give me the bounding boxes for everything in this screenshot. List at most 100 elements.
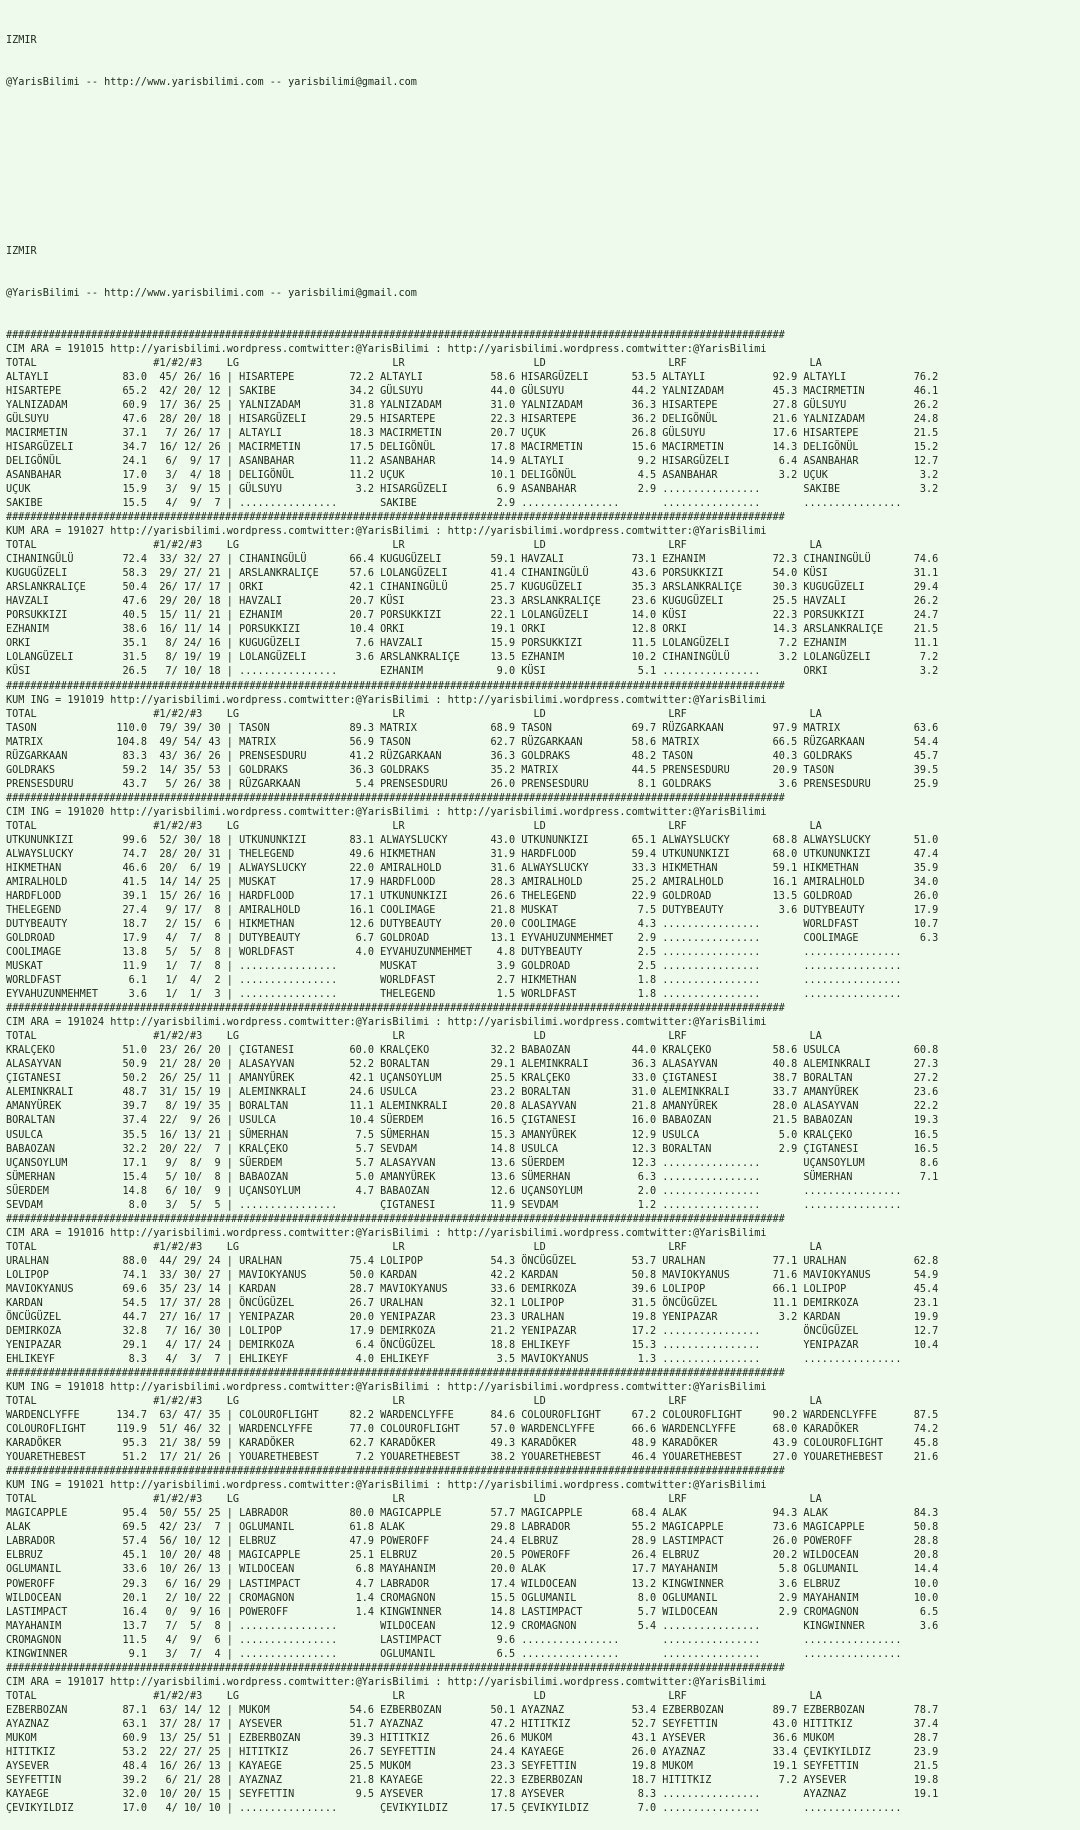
- data-row: KRALÇEKO 51.0 23/ 26/ 20 | ÇIGTANESI 60.…: [6, 1045, 939, 1057]
- data-row: LABRADOR 57.4 56/ 10/ 12 | ELBRUZ 47.9 P…: [6, 1536, 939, 1548]
- data-row: OGLUMANIL 33.6 10/ 26/ 13 | WILDOCEAN 6.…: [6, 1564, 939, 1576]
- data-row: LOLANGÜZELI 31.5 8/ 19/ 19 | LOLANGÜZELI…: [6, 652, 939, 664]
- data-row: YOUARETHEBEST 51.2 17/ 21/ 26 | YOUARETH…: [6, 1452, 939, 1464]
- data-row: YALNIZADAM 60.9 17/ 36/ 25 | YALNIZADAM …: [6, 399, 939, 411]
- data-row: DEMIRKOZA 32.8 7/ 16/ 30 | LOLIPOP 17.9 …: [6, 1325, 939, 1337]
- data-row: HARDFLOOD 39.1 15/ 26/ 16 | HARDFLOOD 17…: [6, 890, 939, 902]
- data-row: SEVDAM 8.0 3/ 5/ 5 | ................ ÇI…: [6, 1199, 902, 1211]
- data-row: ALASAYVAN 50.9 21/ 28/ 20 | ALASAYVAN 52…: [6, 1059, 939, 1071]
- data-row: KÜSI 26.5 7/ 10/ 18 | ................ E…: [6, 666, 939, 678]
- data-row: AMIRALHOLD 41.5 14/ 14/ 25 | MUSKAT 17.9…: [6, 876, 939, 888]
- data-row: USULCA 35.5 16/ 13/ 21 | SÜMERHAN 7.5 SÜ…: [6, 1129, 939, 1141]
- data-row: UÇUK 15.9 3/ 9/ 15 | GÜLSUYU 3.2 HISARGÜ…: [6, 484, 939, 496]
- data-row: CIHANINGÜLÜ 72.4 33/ 32/ 27 | CIHANINGÜL…: [6, 554, 939, 566]
- data-row: KARDAN 54.5 17/ 37/ 28 | ÖNCÜGÜZEL 26.7 …: [6, 1297, 939, 1309]
- header-contact-repeat: @YarisBilimi -- http://www.yarisbilimi.c…: [6, 287, 417, 299]
- data-row: WORLDFAST 6.1 1/ 4/ 2 | ................…: [6, 975, 902, 987]
- block-separator: ########################################…: [6, 680, 785, 692]
- data-row: ORKI 35.1 8/ 24/ 16 | KUGUGÜZELI 7.6 HAV…: [6, 638, 939, 650]
- data-row: MAYAHANIM 13.7 7/ 5/ 8 | ...............…: [6, 1620, 939, 1632]
- data-row: EZBERBOZAN 87.1 63/ 14/ 12 | MUKOM 54.6 …: [6, 1704, 939, 1716]
- column-header-5: TOTAL #1/#2/#3 LG LR LD LRF LA: [6, 1241, 822, 1253]
- block-separator: ########################################…: [6, 512, 785, 524]
- data-row: HISARGÜZELI 34.7 16/ 12/ 26 | MACIRMETIN…: [6, 441, 939, 453]
- column-header-1: TOTAL #1/#2/#3 LG LR LD LRF LA: [6, 540, 822, 552]
- data-row: DUTYBEAUTY 18.7 2/ 15/ 6 | HIKMETHAN 12.…: [6, 919, 939, 931]
- header-city-repeat: IZMIR: [6, 245, 37, 257]
- data-row: SÜMERHAN 15.4 5/ 10/ 8 | BABAOZAN 5.0 AM…: [6, 1171, 939, 1183]
- data-row: TASON 110.0 79/ 39/ 30 | TASON 89.3 MATR…: [6, 722, 939, 734]
- data-row: AMANYÜREK 39.7 8/ 19/ 35 | BORALTAN 11.1…: [6, 1101, 939, 1113]
- data-row: ÖNCÜGÜZEL 44.7 27/ 16/ 17 | YENIPAZAR 20…: [6, 1311, 939, 1323]
- block-title-1: KUM ARA = 191027 http://yarisbilimi.word…: [6, 526, 767, 538]
- data-row: SAKIBE 15.5 4/ 9/ 7 | ................ S…: [6, 498, 902, 510]
- block-separator: ########################################…: [6, 1662, 785, 1674]
- block-separator: ########################################…: [6, 792, 785, 804]
- data-row: SÜERDEM 14.8 6/ 10/ 9 | UÇANSOYLUM 4.7 B…: [6, 1185, 902, 1197]
- data-row: GOLDROAD 17.9 4/ 7/ 8 | DUTYBEAUTY 6.7 G…: [6, 933, 939, 945]
- block-title-8: CIM ARA = 191017 http://yarisbilimi.word…: [6, 1676, 767, 1688]
- data-row: MAGICAPPLE 95.4 50/ 55/ 25 | LABRADOR 80…: [6, 1508, 939, 1520]
- data-row: WILDOCEAN 20.1 2/ 10/ 22 | CROMAGNON 1.4…: [6, 1592, 939, 1604]
- data-row: KAYAEGE 32.0 10/ 20/ 15 | SEYFETTIN 9.5 …: [6, 1788, 939, 1800]
- data-row: ARSLANKRALIÇE 50.4 26/ 17/ 17 | ORKI 42.…: [6, 582, 939, 594]
- block-title-3: CIM ING = 191020 http://yarisbilimi.word…: [6, 806, 767, 818]
- column-header-0: TOTAL #1/#2/#3 LG LR LD LRF LA: [6, 357, 822, 369]
- data-row: LOLIPOP 74.1 33/ 30/ 27 | MAVIOKYANUS 50…: [6, 1269, 939, 1281]
- data-row: UÇANSOYLUM 17.1 9/ 8/ 9 | SÜERDEM 5.7 AL…: [6, 1157, 939, 1169]
- data-row: GÜLSUYU 47.6 28/ 20/ 18 | HISARGÜZELI 29…: [6, 413, 939, 425]
- spacer-1: [6, 118, 1080, 132]
- spacer-3: [6, 202, 1080, 216]
- data-row: GOLDRAKS 59.2 14/ 35/ 53 | GOLDRAKS 36.3…: [6, 764, 939, 776]
- column-header-8: TOTAL #1/#2/#3 LG LR LD LRF LA: [6, 1690, 822, 1702]
- header-city-top: IZMIR: [6, 35, 37, 47]
- column-header-6: TOTAL #1/#2/#3 LG LR LD LRF LA: [6, 1396, 822, 1408]
- spacer-2: [6, 160, 1080, 174]
- data-row: MUSKAT 11.9 1/ 7/ 8 | ................ M…: [6, 961, 902, 973]
- data-row: KUGUGÜZELI 58.3 29/ 27/ 21 | ARSLANKRALI…: [6, 568, 939, 580]
- data-row: MUKOM 60.9 13/ 25/ 51 | EZBERBOZAN 39.3 …: [6, 1732, 939, 1744]
- block-separator: ########################################…: [6, 1466, 785, 1478]
- data-row: HIKMETHAN 46.6 20/ 6/ 19 | ALWAYSLUCKY 2…: [6, 862, 939, 874]
- data-row: URALHAN 88.0 44/ 29/ 24 | URALHAN 75.4 L…: [6, 1255, 939, 1267]
- block-separator: ########################################…: [6, 329, 785, 341]
- column-header-4: TOTAL #1/#2/#3 LG LR LD LRF LA: [6, 1031, 822, 1043]
- block-separator: ########################################…: [6, 1003, 785, 1015]
- report-blocks: ########################################…: [6, 329, 1080, 1816]
- data-row: COOLIMAGE 13.8 5/ 5/ 8 | WORLDFAST 4.0 E…: [6, 947, 902, 959]
- data-row: AYSEVER 48.4 16/ 26/ 13 | KAYAEGE 25.5 M…: [6, 1760, 939, 1772]
- data-row: SEYFETTIN 39.2 6/ 21/ 28 | AYAZNAZ 21.8 …: [6, 1774, 939, 1786]
- block-title-2: KUM ING = 191019 http://yarisbilimi.word…: [6, 694, 767, 706]
- data-row: HAVZALI 47.6 29/ 20/ 18 | HAVZALI 20.7 K…: [6, 596, 939, 608]
- block-separator: ########################################…: [6, 1368, 785, 1380]
- block-title-5: CIM ARA = 191016 http://yarisbilimi.word…: [6, 1227, 767, 1239]
- data-row: THELEGEND 27.4 9/ 17/ 8 | AMIRALHOLD 16.…: [6, 905, 939, 916]
- block-separator: ########################################…: [6, 1213, 785, 1225]
- data-row: PORSUKKIZI 40.5 15/ 11/ 21 | EZHANIM 20.…: [6, 610, 939, 622]
- data-row: AYAZNAZ 63.1 37/ 28/ 17 | AYSEVER 51.7 A…: [6, 1718, 939, 1730]
- data-row: BORALTAN 37.4 22/ 9/ 26 | USULCA 10.4 SÜ…: [6, 1115, 939, 1127]
- data-row: HITITKIZ 53.2 22/ 27/ 25 | HITITKIZ 26.7…: [6, 1746, 939, 1758]
- data-row: EYVAHUZUNMEHMET 3.6 1/ 1/ 3 | ..........…: [6, 989, 902, 1001]
- data-row: ASANBAHAR 17.0 3/ 4/ 18 | DELIGÖNÜL 11.2…: [6, 470, 939, 482]
- header-contact-top: @YarisBilimi -- http://www.yarisbilimi.c…: [6, 77, 417, 89]
- data-row: EHLIKEYF 8.3 4/ 3/ 7 | EHLIKEYF 4.0 EHLI…: [6, 1354, 902, 1365]
- data-row: EZHANIM 38.6 16/ 11/ 14 | PORSUKKIZI 10.…: [6, 624, 939, 636]
- data-row: MAVIOKYANUS 69.6 35/ 23/ 14 | KARDAN 28.…: [6, 1283, 939, 1295]
- data-row: POWEROFF 29.3 6/ 16/ 29 | LASTIMPACT 4.7…: [6, 1578, 939, 1590]
- data-row: BABAOZAN 32.2 20/ 22/ 7 | KRALÇEKO 5.7 S…: [6, 1143, 939, 1155]
- data-row: RÜZGARKAAN 83.3 43/ 36/ 26 | PRENSESDURU…: [6, 750, 939, 762]
- data-row: ÇEVIKYILDIZ 17.0 4/ 10/ 10 | ...........…: [6, 1803, 902, 1814]
- data-row: ALWAYSLUCKY 74.7 28/ 20/ 31 | THELEGEND …: [6, 848, 939, 860]
- data-row: DELIGÖNÜL 24.1 6/ 9/ 17 | ASANBAHAR 11.2…: [6, 456, 939, 467]
- data-row: ALTAYLI 83.0 45/ 26/ 16 | HISARTEPE 72.2…: [6, 371, 939, 383]
- data-row: UTKUNUNKIZI 99.6 52/ 30/ 18 | UTKUNUNKIZ…: [6, 834, 939, 846]
- data-row: ALAK 69.5 42/ 23/ 7 | OGLUMANIL 61.8 ALA…: [6, 1522, 939, 1534]
- data-row: ALEMINKRALI 48.7 31/ 15/ 19 | ALEMINKRAL…: [6, 1087, 939, 1099]
- data-row: COLOUROFLIGHT 119.9 51/ 46/ 32 | WARDENC…: [6, 1424, 939, 1436]
- data-row: PRENSESDURU 43.7 5/ 26/ 38 | RÜZGARKAAN …: [6, 778, 939, 790]
- data-row: MATRIX 104.8 49/ 54/ 43 | MATRIX 56.9 TA…: [6, 736, 939, 748]
- block-title-6: KUM ING = 191018 http://yarisbilimi.word…: [6, 1382, 767, 1394]
- column-header-7: TOTAL #1/#2/#3 LG LR LD LRF LA: [6, 1494, 822, 1506]
